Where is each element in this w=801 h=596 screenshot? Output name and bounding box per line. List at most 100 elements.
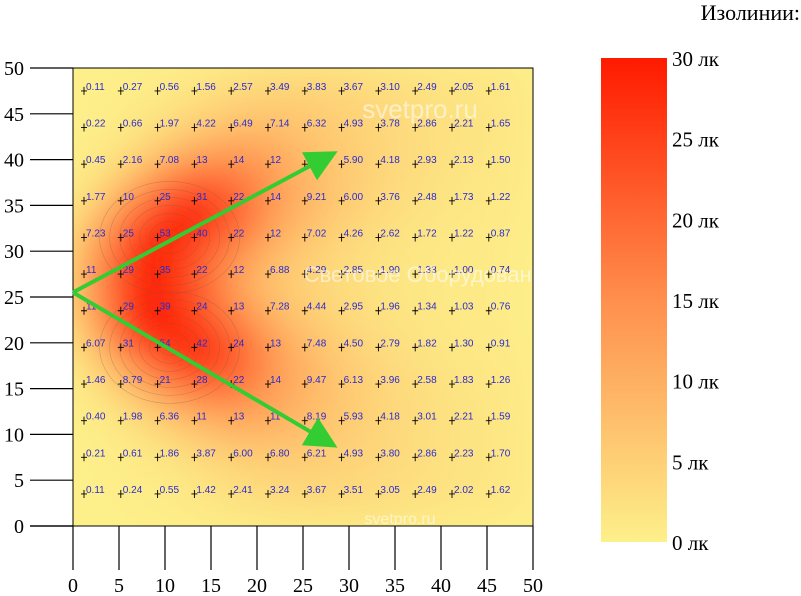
- table-cell: 6.21: [301, 448, 327, 462]
- cell-value: 3.10: [380, 82, 400, 93]
- cell-value: 0.74: [491, 265, 511, 276]
- cell-value: 13: [270, 338, 282, 349]
- measurement-point-marker: [485, 453, 492, 462]
- cell-value: 2.62: [380, 228, 400, 239]
- cell-value: 6.80: [270, 448, 290, 459]
- measurement-point-marker: [81, 343, 87, 352]
- x-tick-label: 0: [68, 575, 78, 596]
- x-tick-label: 10: [155, 575, 175, 596]
- cell-value: 3.51: [344, 485, 364, 496]
- measurement-point-marker: [265, 306, 271, 315]
- table-cell: 4.18: [375, 155, 400, 169]
- cell-value: 5.90: [344, 155, 364, 166]
- cell-value: 0.24: [123, 485, 143, 496]
- y-axis-tick-labels: 0 5 10 15 20 25 30 35 40 45 50: [4, 58, 24, 538]
- measurement-point-marker: [154, 416, 161, 425]
- cell-value: 2.85: [344, 265, 364, 276]
- cell-value: 3.24: [270, 485, 290, 496]
- table-cell: 6.32: [301, 119, 327, 132]
- measurement-point-marker: [375, 416, 382, 425]
- cell-value: 1.77: [86, 192, 106, 203]
- table-cell: 40: [191, 228, 208, 242]
- cell-value: 4.93: [344, 119, 364, 130]
- cell-value: 1.56: [196, 82, 216, 93]
- measurement-point-marker: [154, 380, 161, 389]
- legend-label: 10 лк: [672, 370, 720, 394]
- table-cell: 1.42: [191, 485, 216, 498]
- cell-value: 29: [123, 265, 135, 276]
- cell-value: 5.93: [344, 412, 364, 423]
- y-tick-label: 50: [4, 58, 24, 80]
- measurement-point-marker: [485, 416, 492, 425]
- measurement-point-marker: [375, 343, 382, 352]
- measurement-point-marker: [228, 160, 235, 169]
- cell-value: 4.18: [380, 155, 400, 166]
- measurement-point-marker: [412, 489, 419, 498]
- cell-value: 2.58: [417, 375, 437, 386]
- cell-value: 2.79: [380, 338, 400, 349]
- cell-value: 29: [123, 302, 135, 313]
- legend-color-bar: [601, 58, 667, 542]
- cell-value: 1.22: [454, 228, 474, 239]
- table-cell: 2.79: [375, 338, 400, 352]
- measurement-point-marker: [485, 380, 492, 389]
- cell-value: 12: [270, 155, 282, 166]
- table-cell: 1.22: [485, 192, 511, 205]
- table-cell: 0.24: [117, 485, 143, 498]
- measurement-point-marker: [191, 306, 198, 315]
- x-tick-label: 25: [293, 575, 313, 596]
- table-cell: 1.98: [117, 412, 143, 425]
- cell-value: 1.00: [454, 265, 474, 276]
- table-cell: 1.56: [191, 82, 216, 95]
- measurement-point-marker: [265, 453, 271, 462]
- cell-value: 3.78: [380, 119, 400, 130]
- measurement-point-marker: [81, 270, 87, 279]
- cell-value: 11: [270, 412, 281, 423]
- measurement-point-marker: [375, 233, 382, 242]
- cell-value: 6.07: [86, 338, 106, 349]
- cell-value: 1.97: [160, 119, 180, 130]
- measurement-point-marker: [265, 86, 271, 95]
- cell-value: 1.03: [454, 302, 474, 313]
- cell-value: 1.90: [380, 265, 400, 276]
- isoline: [129, 315, 210, 380]
- x-tick-label: 5: [114, 575, 124, 596]
- cell-value: 8.79: [123, 375, 143, 386]
- table-cell: 2.85: [338, 265, 364, 279]
- table-cell: 24: [228, 338, 245, 352]
- table-cell: 13: [265, 338, 282, 352]
- table-cell: 7.08: [154, 155, 180, 169]
- table-cell: 54: [154, 338, 171, 352]
- watermark-text: svetpro.ru: [362, 94, 478, 124]
- cell-value: 6.32: [307, 119, 327, 130]
- table-cell: 3.67: [338, 82, 364, 95]
- measurement-point-marker: [81, 489, 87, 498]
- table-cell: 24: [191, 302, 208, 315]
- measurement-point-marker: [154, 343, 161, 352]
- table-cell: 0.55: [154, 485, 180, 498]
- cell-value: 21: [160, 375, 172, 386]
- measurement-point-marker: [485, 306, 492, 315]
- measurement-point-marker: [375, 270, 382, 279]
- cell-value: 6.36: [160, 412, 180, 423]
- table-cell: 29: [117, 302, 135, 315]
- table-cell: 12: [265, 228, 282, 242]
- table-cell: 2.49: [412, 82, 437, 95]
- measurement-point-marker: [265, 270, 271, 279]
- table-cell: 5.90: [338, 155, 364, 169]
- table-cell: 14: [228, 155, 245, 169]
- cell-value: 0.40: [86, 412, 106, 423]
- table-cell: 31: [117, 338, 134, 352]
- table-cell: 4.44: [301, 302, 327, 315]
- cell-value: 6.21: [307, 448, 327, 459]
- cell-value: 1.50: [491, 155, 511, 166]
- table-cell: 2.86: [412, 119, 437, 132]
- measurement-point-marker: [301, 380, 308, 389]
- table-cell: 2.95: [338, 302, 364, 315]
- table-cell: 6.36: [154, 412, 180, 425]
- table-cell: 2.86: [412, 448, 437, 462]
- table-cell: 1.00: [449, 265, 474, 279]
- cell-value: 0.66: [123, 119, 143, 130]
- measurement-point-marker: [449, 160, 455, 169]
- cell-value: 7.28: [270, 302, 290, 313]
